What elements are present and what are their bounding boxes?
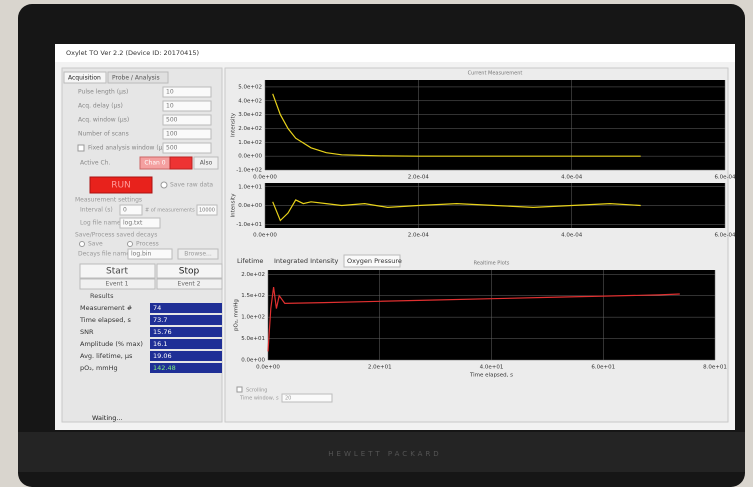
result-value: 73.7 bbox=[153, 316, 167, 324]
tab-label: Lifetime bbox=[237, 257, 263, 265]
x-tick-label: 6.0e+01 bbox=[591, 365, 615, 371]
field-value: 100 bbox=[166, 131, 178, 138]
result-label: pO₂, mmHg bbox=[80, 364, 118, 372]
y-tick-label: 2.0e+02 bbox=[241, 272, 265, 278]
x-tick-label: 8.0e+01 bbox=[703, 365, 727, 371]
x-tick-label: 0.0e+00 bbox=[253, 175, 277, 181]
chart-title: Realtime Plots bbox=[474, 261, 510, 267]
x-tick-label: 0.0e+00 bbox=[253, 233, 277, 239]
tab-label: Probe / Analysis bbox=[112, 75, 160, 82]
button-label: Event 2 bbox=[178, 281, 201, 288]
field-value: 0 bbox=[123, 207, 127, 214]
result-label: Time elapsed, s bbox=[79, 316, 132, 324]
x-tick-label: 2.0e-04 bbox=[408, 233, 430, 239]
radio[interactable] bbox=[161, 182, 167, 188]
x-tick-label: 6.0e-04 bbox=[714, 175, 736, 181]
tab-label: Integrated Intensity bbox=[274, 257, 339, 265]
result-label: Avg. lifetime, µs bbox=[80, 352, 133, 360]
result-label: Amplitude (% max) bbox=[80, 340, 143, 348]
result-value: 19.06 bbox=[153, 352, 172, 360]
field-value: log.bin bbox=[131, 251, 152, 258]
field-label: Log file name bbox=[80, 220, 121, 227]
y-tick-label: 0.0e+00 bbox=[238, 154, 262, 160]
radio-label: Process bbox=[136, 241, 159, 248]
field-value: log.txt bbox=[123, 220, 143, 227]
screenshot: Oxylet TO Ver 2.2 (Device ID: 20170415) A… bbox=[0, 0, 753, 487]
field-label: Interval (s) bbox=[80, 207, 113, 214]
field-label: Time window, s bbox=[239, 396, 279, 402]
button-label: Stop bbox=[179, 267, 200, 277]
y-tick-label: 1.0e+01 bbox=[238, 184, 262, 190]
field-value: 500 bbox=[166, 145, 178, 152]
field-value: 500 bbox=[166, 117, 178, 124]
button-label: Also bbox=[200, 160, 213, 167]
y-tick-label: 5.0e+01 bbox=[241, 336, 265, 342]
x-tick-label: 4.0e+01 bbox=[480, 365, 504, 371]
tab-label: Oxygen Pressure bbox=[347, 257, 402, 265]
y-axis-label: pO₂, mmHg bbox=[234, 299, 240, 331]
result-value: 142.48 bbox=[153, 364, 176, 372]
field-label: Active Ch. bbox=[80, 160, 110, 167]
radio-label: Save bbox=[88, 241, 103, 248]
y-tick-label: 1.0e+02 bbox=[238, 140, 262, 146]
y-tick-label: 0.0e+00 bbox=[241, 358, 265, 364]
y-tick-label: 5.0e+02 bbox=[238, 84, 262, 90]
checkbox-label: Scrolling bbox=[246, 388, 267, 394]
field-label: # of measurements bbox=[145, 208, 195, 214]
field-label: Decays file name bbox=[78, 251, 130, 258]
y-axis-label: Intensity bbox=[231, 193, 237, 218]
group-title: Measurement settings bbox=[75, 197, 142, 204]
x-tick-label: 2.0e+01 bbox=[368, 365, 392, 371]
result-value: 15.76 bbox=[153, 328, 172, 336]
x-tick-label: 0.0e+00 bbox=[256, 365, 280, 371]
result-label: SNR bbox=[80, 328, 94, 336]
color-swatch[interactable] bbox=[170, 157, 192, 169]
y-tick-label: 2.0e+02 bbox=[238, 126, 262, 132]
checkbox-label: Save raw data bbox=[170, 182, 213, 189]
y-tick-label: 3.0e+02 bbox=[238, 112, 262, 118]
x-tick-label: 4.0e-04 bbox=[561, 175, 583, 181]
field-value: 10 bbox=[166, 103, 174, 110]
y-tick-label: 4.0e+02 bbox=[238, 98, 262, 104]
button-label: RUN bbox=[111, 181, 131, 191]
radio[interactable] bbox=[80, 242, 85, 247]
button-label: Browse... bbox=[184, 251, 212, 258]
tab-label: Acquisition bbox=[68, 75, 101, 82]
checkbox[interactable] bbox=[78, 145, 84, 151]
group-title: Save/Process saved decays bbox=[75, 232, 157, 239]
field-value: 20 bbox=[285, 396, 291, 402]
x-tick-label: 4.0e-04 bbox=[561, 233, 583, 239]
field-label: Acq. window (µs) bbox=[78, 117, 129, 124]
group-title: Results bbox=[90, 292, 114, 300]
button-label: Chan 0 bbox=[144, 160, 165, 167]
window-title: Oxylet TO Ver 2.2 (Device ID: 20170415) bbox=[66, 49, 199, 57]
radio[interactable] bbox=[128, 242, 133, 247]
y-tick-label: 0.0e+00 bbox=[238, 203, 262, 209]
result-value: 74 bbox=[153, 304, 161, 312]
brand: HEWLETT PACKARD bbox=[328, 450, 441, 458]
field-label: Fixed analysis window (µs) bbox=[88, 145, 168, 152]
y-tick-label: 1.5e+02 bbox=[241, 293, 265, 299]
status-text: Waiting... bbox=[92, 414, 123, 422]
result-label: Measurement # bbox=[80, 304, 132, 312]
result-value: 16.1 bbox=[153, 340, 167, 348]
checkbox[interactable] bbox=[237, 387, 242, 392]
field-label: Acq. delay (µs) bbox=[78, 103, 123, 110]
y-axis-label: Intensity bbox=[231, 112, 237, 137]
chart-title: Current Measurement bbox=[468, 71, 523, 77]
y-tick-label: -1.0e+01 bbox=[236, 222, 262, 228]
field-label: Pulse length (µs) bbox=[78, 89, 128, 96]
button-label: Start bbox=[106, 267, 128, 277]
y-tick-label: -1.0e+02 bbox=[236, 168, 262, 174]
x-axis-label: Time elapsed, s bbox=[469, 373, 513, 379]
field-value: 10000 bbox=[199, 208, 215, 214]
y-tick-label: 1.0e+02 bbox=[241, 315, 265, 321]
x-tick-label: 6.0e-04 bbox=[714, 233, 736, 239]
x-tick-label: 2.0e-04 bbox=[408, 175, 430, 181]
button-label: Event 1 bbox=[106, 281, 129, 288]
field-value: 10 bbox=[166, 89, 174, 96]
field-label: Number of scans bbox=[78, 131, 129, 138]
